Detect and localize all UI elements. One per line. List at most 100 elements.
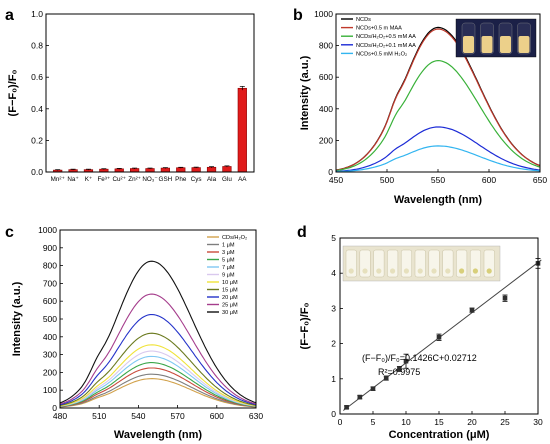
spectrum-line (59, 367, 257, 408)
panel-c-line-chart: c 0 100 200 300 400 500 600 700 800 900 1000 480 510… (5, 224, 263, 441)
r-squared: R²=0.9975 (378, 367, 420, 377)
well-liquid (486, 268, 492, 274)
data-point (397, 366, 402, 372)
spectrum-line (59, 350, 257, 407)
y-axis-title: Intensity (a.u.) (299, 55, 311, 130)
y-tick-label: 0.6 (31, 72, 43, 82)
legend-label: NCDs/H₂O₂+0.5 mM AA (356, 34, 416, 40)
panel-letter-d: d (297, 224, 307, 241)
legend-label: CDs/H₂O₂ (222, 235, 247, 241)
spectrum-line (335, 59, 541, 172)
y-tick-label: 5 (331, 233, 336, 243)
well-liquid (459, 268, 465, 274)
bar (160, 167, 170, 173)
data-point (370, 386, 376, 391)
y-tick-label: 200 (43, 367, 57, 377)
category-label: GSH (159, 176, 173, 183)
x-tick-label: 480 (53, 411, 67, 421)
x-axis-title: Wavelength (nm) (114, 429, 203, 441)
y-tick-label: 300 (43, 350, 57, 360)
fit-line (342, 259, 542, 411)
bar (222, 166, 232, 173)
category-label: Zn²⁺ (128, 176, 141, 183)
plot-frame (335, 13, 541, 173)
well (428, 249, 440, 278)
y-tick-label: 500 (43, 314, 57, 324)
legend-label: 9 μM (222, 273, 235, 279)
panel-letter-a: a (5, 7, 14, 24)
x-tick-label: 0 (338, 417, 343, 427)
legend-label: NCDs+0.5 mM H₂O₂ (356, 51, 407, 57)
bar (130, 168, 140, 173)
legend-label: 20 μM (222, 295, 238, 301)
spectrum-line (59, 260, 257, 404)
spectrum-line (59, 355, 257, 407)
well-liquid (348, 268, 354, 274)
well (456, 249, 468, 278)
legend-label: 25 μM (222, 303, 238, 309)
y-tick-label: 1000 (314, 9, 333, 19)
plot-frame (45, 13, 255, 173)
vial-liquid (463, 36, 474, 53)
legend-label: 15 μM (222, 288, 238, 294)
y-tick-label: 0 (331, 409, 336, 419)
legend-label: 5 μM (222, 258, 235, 264)
axis-ticks: 0 100 200 300 400 500 600 700 800 900 1000 480 510 54… (38, 225, 263, 421)
category-label: Ala (207, 176, 217, 183)
well-liquid (417, 268, 423, 274)
spectrum-line (59, 373, 257, 408)
y-tick-label: 0.8 (31, 41, 43, 51)
well (469, 249, 481, 278)
category-label: K⁺ (85, 176, 93, 183)
plot-frame (339, 237, 539, 415)
x-tick-label: 600 (482, 175, 496, 185)
data-point (357, 394, 363, 400)
bar (206, 166, 217, 173)
spectra (335, 26, 541, 173)
legend-label: 10 μM (222, 280, 238, 286)
data-point (469, 307, 475, 313)
spectrum-line (59, 344, 257, 407)
vials-photo (455, 18, 537, 58)
spectrum-line (335, 126, 541, 172)
data-point (502, 295, 508, 301)
spectrum-line (335, 28, 541, 171)
y-tick-label: 700 (43, 278, 57, 288)
well (442, 249, 454, 278)
y-tick-label: 2 (331, 339, 336, 349)
spectrum-line (59, 378, 257, 408)
x-tick-label: 510 (92, 411, 106, 421)
y-tick-label: 800 (319, 41, 333, 51)
well-liquid (472, 268, 478, 274)
y-tick-label: 400 (43, 332, 57, 342)
y-tick-label: 1 (331, 374, 336, 384)
panel-letter-b: b (293, 7, 303, 24)
y-tick-label: 200 (319, 135, 333, 145)
category-label: Glu (222, 176, 232, 183)
y-tick-label: 3 (331, 303, 336, 313)
y-tick-label: 0 (52, 403, 57, 413)
x-axis-title: Concentration (μM) (389, 429, 490, 441)
well-liquid (431, 268, 437, 274)
plot-frame (59, 229, 257, 409)
legend: NCDs NCDs+0.5 m MAA NCDs/H₂O₂+0.5 mM AA NCD… (341, 17, 416, 57)
well (345, 249, 357, 278)
y-axis-title: (F−F₀)/F₀ (7, 70, 19, 117)
y-tick-label: 0.4 (31, 104, 43, 114)
legend-label: 3 μM (222, 250, 235, 256)
y-tick-label: 4 (331, 268, 336, 278)
category-label: Phe (175, 176, 187, 183)
category-label: Mn²⁺ (51, 176, 65, 183)
bar (145, 168, 155, 173)
spectrum-line (335, 145, 541, 173)
panel-d-scatter-chart: d 0 1 2 3 4 5 0 5 10 15 20 25 30 (F−F₀)/F₀=0.1426C+0… (297, 224, 543, 441)
category-label: Cys (191, 176, 202, 183)
panel-a-bar-chart: a 0.0 0.2 0.4 0.6 0.8 1.0 Mn²⁺ Na⁺ K⁺ Fe³⁺ Cu²⁺ Zn… (5, 7, 255, 183)
data-point (383, 375, 389, 381)
y-tick-label: 900 (43, 243, 57, 253)
data-point (403, 358, 409, 364)
bar (191, 167, 201, 173)
well (483, 249, 495, 278)
well (359, 249, 371, 278)
